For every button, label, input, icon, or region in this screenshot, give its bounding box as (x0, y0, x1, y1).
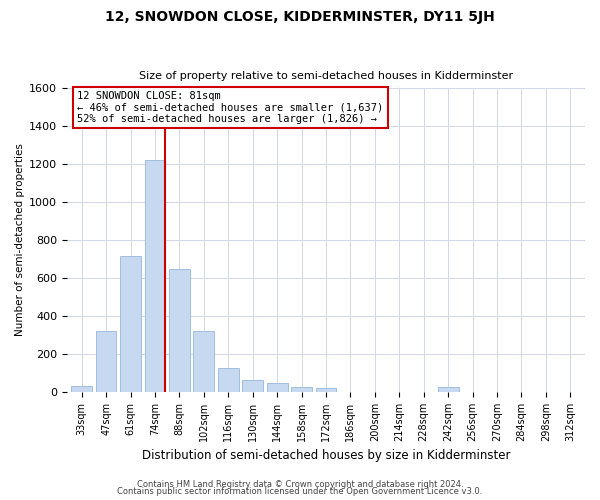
X-axis label: Distribution of semi-detached houses by size in Kidderminster: Distribution of semi-detached houses by … (142, 450, 510, 462)
Bar (120, 256, 141, 392)
Bar (193, 331, 214, 392)
Bar (316, 388, 337, 392)
Bar (242, 380, 263, 392)
Text: 12, SNOWDON CLOSE, KIDDERMINSTER, DY11 5JH: 12, SNOWDON CLOSE, KIDDERMINSTER, DY11 5… (105, 10, 495, 24)
Bar (145, 160, 166, 392)
Bar (291, 388, 312, 392)
Bar (267, 382, 287, 392)
Bar (96, 331, 116, 392)
Text: Contains public sector information licensed under the Open Government Licence v3: Contains public sector information licen… (118, 487, 482, 496)
Bar (71, 386, 92, 392)
Bar (169, 270, 190, 392)
Title: Size of property relative to semi-detached houses in Kidderminster: Size of property relative to semi-detach… (139, 72, 513, 82)
Text: Contains HM Land Registry data © Crown copyright and database right 2024.: Contains HM Land Registry data © Crown c… (137, 480, 463, 489)
Bar (218, 368, 239, 392)
Bar (438, 388, 458, 392)
Text: 12 SNOWDON CLOSE: 81sqm
← 46% of semi-detached houses are smaller (1,637)
52% of: 12 SNOWDON CLOSE: 81sqm ← 46% of semi-de… (77, 91, 383, 124)
Y-axis label: Number of semi-detached properties: Number of semi-detached properties (15, 144, 25, 336)
